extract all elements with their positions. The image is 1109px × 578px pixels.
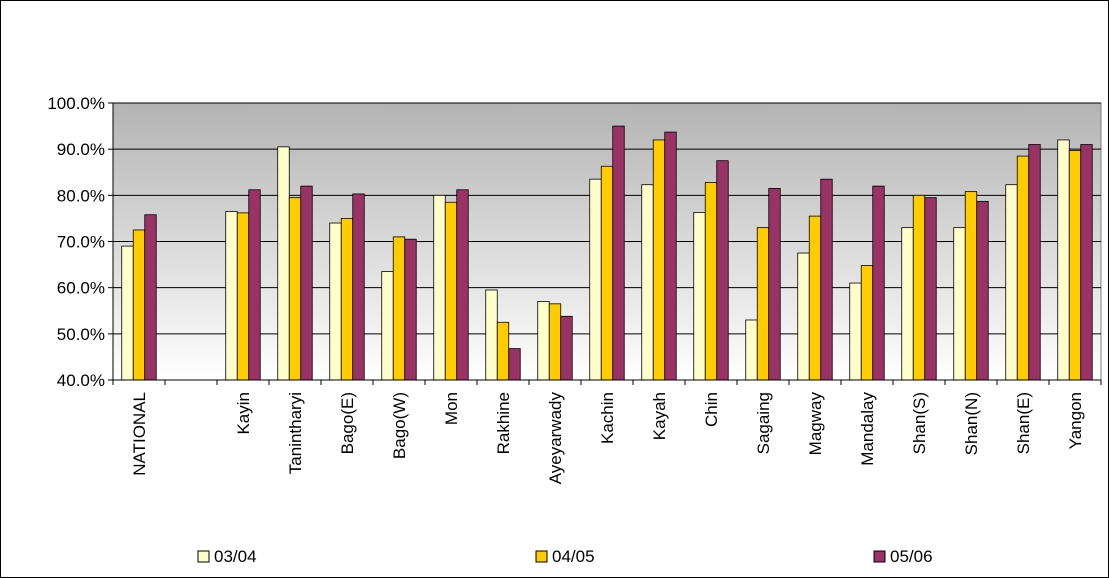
bar-03-04 bbox=[537, 301, 550, 381]
bar-03-04 bbox=[589, 178, 602, 381]
bar-03-04 bbox=[1005, 184, 1018, 381]
bar-03-04 bbox=[849, 282, 862, 381]
y-tick-label: 100.0% bbox=[47, 94, 105, 113]
bar-05-06 bbox=[1028, 144, 1041, 381]
bar-04-05 bbox=[444, 201, 458, 381]
bar-03-04 bbox=[901, 227, 914, 381]
bar-04-05 bbox=[756, 227, 770, 381]
x-tick-label: Sagaing bbox=[754, 392, 773, 454]
y-tick-label: 50.0% bbox=[57, 325, 105, 344]
bar-03-04 bbox=[329, 222, 342, 381]
bar-04-05 bbox=[392, 236, 406, 381]
x-tick-label: Chin bbox=[702, 392, 721, 427]
x-tick-label: Shan(E) bbox=[1014, 392, 1033, 454]
y-tick-label: 80.0% bbox=[57, 186, 105, 205]
bar-03-04 bbox=[641, 184, 654, 381]
x-tick-label: Magway bbox=[806, 392, 825, 456]
bar-04-05 bbox=[704, 182, 718, 381]
bar-04-05 bbox=[860, 265, 874, 381]
bar-05-06 bbox=[768, 188, 781, 381]
bar-04-05 bbox=[288, 197, 302, 381]
bar-03-04 bbox=[433, 194, 446, 381]
bar-05-06 bbox=[1080, 144, 1093, 381]
bar-05-06 bbox=[820, 178, 833, 381]
bar-05-06 bbox=[612, 125, 625, 381]
legend: 03/04 04/05 05/06 bbox=[197, 547, 933, 566]
bar-04-05 bbox=[340, 218, 354, 381]
bar-04-05 bbox=[1016, 155, 1030, 381]
x-tick-label: Tanintharyi bbox=[286, 392, 305, 474]
legend-label: 05/06 bbox=[890, 547, 933, 566]
bar-04-05 bbox=[964, 191, 978, 381]
bar-05-06 bbox=[664, 131, 677, 381]
bar-03-04 bbox=[745, 319, 758, 381]
bar-03-04 bbox=[277, 146, 290, 381]
y-tick-label: 90.0% bbox=[57, 140, 105, 159]
legend-swatch bbox=[873, 550, 886, 563]
y-axis: 40.0% 50.0% 60.0% 70.0% 80.0% 90.0% 100.0% bbox=[47, 94, 114, 390]
bar-03-04 bbox=[121, 245, 134, 381]
y-tick-label: 70.0% bbox=[57, 233, 105, 252]
bar-05-06 bbox=[248, 189, 261, 381]
bar-05-06 bbox=[508, 348, 521, 381]
bar-05-06 bbox=[300, 185, 313, 381]
bar-04-05 bbox=[652, 139, 666, 381]
bar-05-06 bbox=[976, 200, 989, 381]
y-tick-label: 40.0% bbox=[57, 371, 105, 390]
bar-04-05 bbox=[1068, 150, 1082, 381]
bar-05-06 bbox=[872, 185, 885, 381]
x-tick-label: Yangon bbox=[1066, 392, 1085, 449]
bar-05-06 bbox=[456, 189, 469, 381]
bar-03-04 bbox=[381, 271, 394, 381]
x-tick-label: Kachin bbox=[598, 392, 617, 444]
x-tick-label: Bago(E) bbox=[338, 392, 357, 454]
bar-04-05 bbox=[496, 321, 510, 381]
bar-03-04 bbox=[797, 252, 810, 381]
legend-label: 03/04 bbox=[214, 547, 257, 566]
x-tick-label: NATIONAL bbox=[130, 392, 149, 476]
x-tick-label: Shan(N) bbox=[962, 392, 981, 455]
legend-label: 04/05 bbox=[552, 547, 595, 566]
bar-04-05 bbox=[600, 165, 614, 381]
bar-04-05 bbox=[912, 194, 926, 381]
x-axis: NATIONAL Kayin Tanintharyi Bago(E) Bago(W) Mo… bbox=[112, 379, 1102, 485]
legend-swatch bbox=[197, 550, 210, 563]
x-tick-label: Mandalay bbox=[858, 392, 877, 466]
bar-05-06 bbox=[352, 193, 365, 381]
bar-04-05 bbox=[132, 229, 146, 381]
bar-03-04 bbox=[1057, 139, 1070, 381]
legend-swatch bbox=[535, 550, 548, 563]
bar-03-04 bbox=[953, 227, 966, 381]
bar-05-06 bbox=[560, 315, 573, 381]
bar-05-06 bbox=[404, 238, 417, 381]
bar-03-04 bbox=[693, 212, 706, 381]
bar-04-05 bbox=[808, 215, 822, 381]
bar-04-05 bbox=[236, 212, 250, 381]
y-tick-label: 60.0% bbox=[57, 279, 105, 298]
x-tick-label: Ayeyarwady bbox=[546, 392, 565, 485]
bar-05-06 bbox=[924, 197, 937, 381]
x-tick-label: Kayah bbox=[650, 392, 669, 440]
x-tick-label: Shan(S) bbox=[910, 392, 929, 454]
bar-05-06 bbox=[716, 160, 729, 381]
x-tick-label: Mon bbox=[442, 392, 461, 425]
bar-03-04 bbox=[225, 211, 238, 381]
bar-03-04 bbox=[485, 289, 498, 381]
x-tick-label: Bago(W) bbox=[390, 392, 409, 459]
x-tick-label: Rakhine bbox=[494, 392, 513, 454]
bar-04-05 bbox=[548, 303, 562, 381]
bar-05-06 bbox=[144, 214, 157, 381]
x-tick-label: Kayin bbox=[234, 392, 253, 435]
